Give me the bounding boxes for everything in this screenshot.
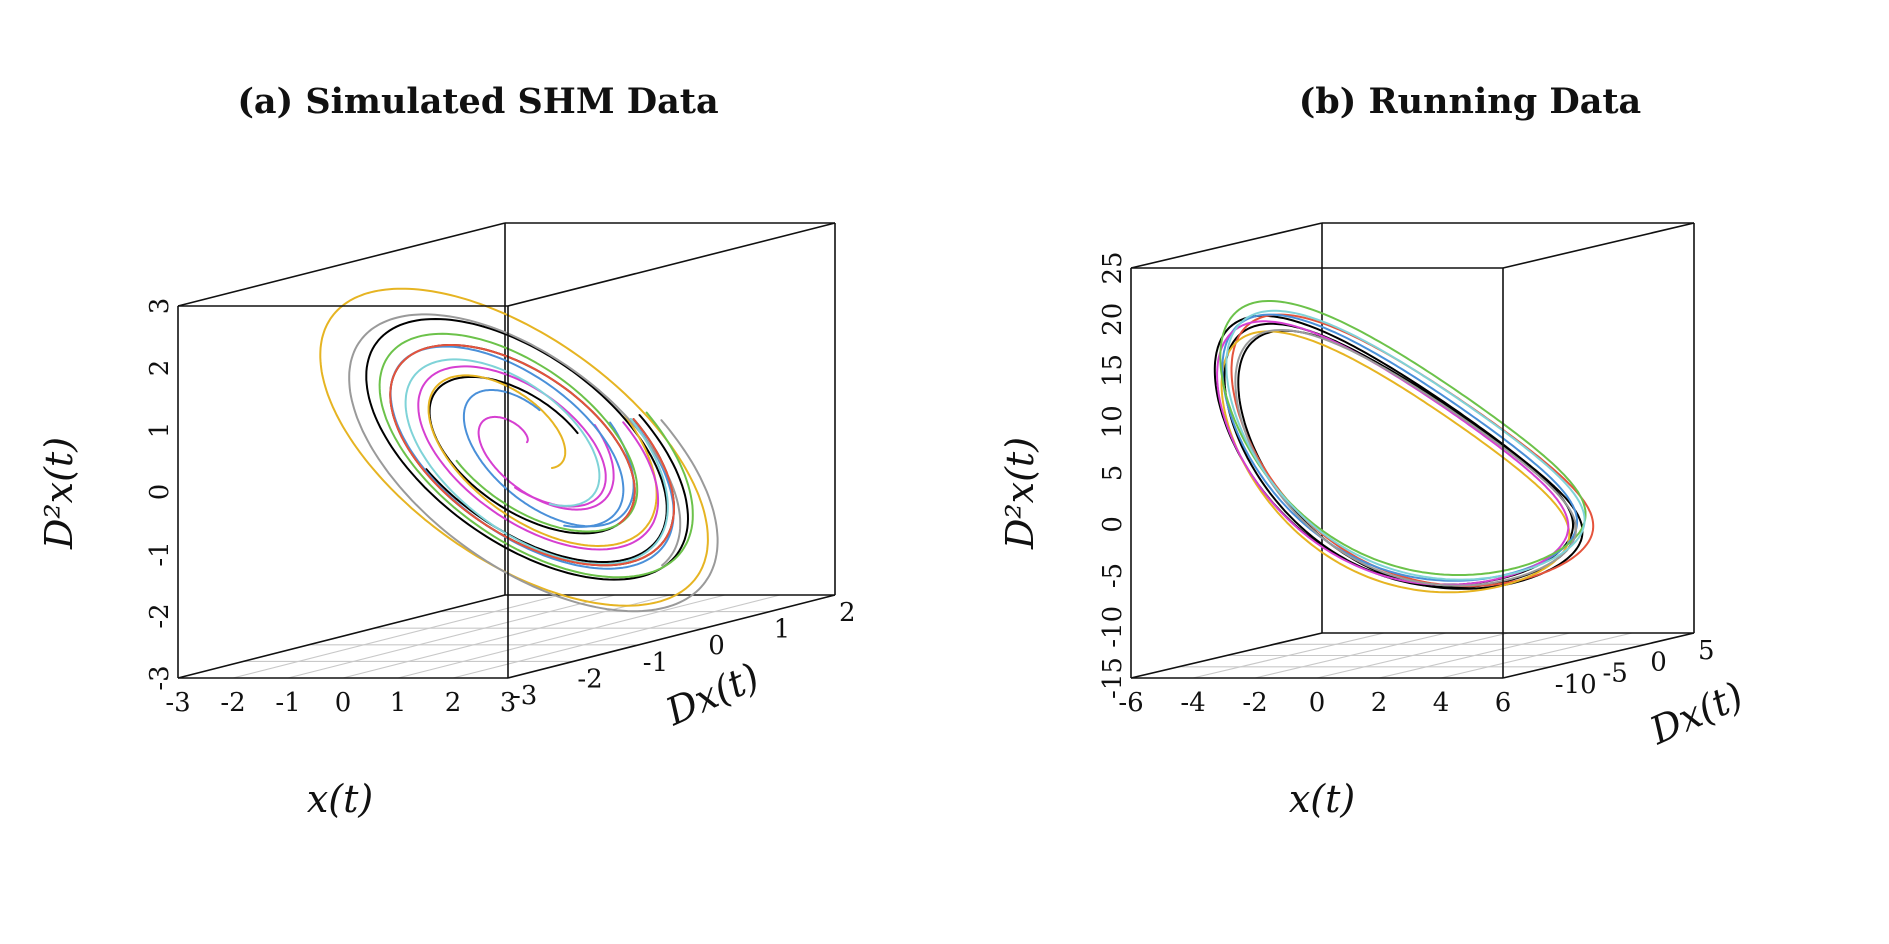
panel-a-trajectories	[320, 289, 717, 612]
panel-b-trajectories	[1215, 301, 1593, 592]
x-tick-label: 1	[390, 688, 407, 718]
z-tick-label: -1	[145, 541, 175, 566]
y-tick-label: 1	[774, 615, 791, 645]
panel-a-front-frame	[178, 223, 835, 678]
z-tick-label: 10	[1098, 405, 1128, 438]
panel-b-y-axis-label: Dx(t)	[1643, 673, 1750, 753]
y-tick-label: 5	[1698, 636, 1715, 666]
x-tick-label: 2	[1371, 688, 1388, 718]
y-tick-label: -1	[643, 648, 668, 678]
panel-a-back-frame	[178, 223, 835, 678]
y-tick-label: 0	[1650, 647, 1667, 677]
z-tick-label: -15	[1098, 657, 1128, 699]
frame-edge	[508, 223, 835, 306]
trajectory-line	[391, 347, 674, 569]
panel-a: (a) Simulated SHM Data -3 -2 -1 0 1 2 3 -3 -2 -1 0…	[37, 81, 856, 821]
z-tick-label: 0	[1098, 516, 1128, 533]
x-tick-label: -1	[275, 688, 300, 718]
z-tick-label: -3	[145, 665, 175, 690]
panel-a-z-axis-label: D²x(t)	[37, 437, 81, 550]
trajectory-line	[464, 390, 634, 526]
panel-a-title: (a) Simulated SHM Data	[237, 81, 718, 122]
z-tick-label: 25	[1098, 251, 1128, 284]
z-tick-label: 3	[145, 298, 175, 315]
x-tick-label: -2	[220, 688, 245, 718]
x-tick-label: -4	[1180, 688, 1205, 718]
x-tick-label: 0	[335, 688, 352, 718]
x-tick-label: -2	[1242, 688, 1267, 718]
trajectory-line	[1235, 330, 1576, 586]
panel-b-x-axis-label: x(t)	[1289, 777, 1355, 821]
panel-b-back-frame	[1131, 223, 1694, 678]
frame-edge	[1503, 223, 1694, 268]
panel-b-title: (b) Running Data	[1299, 81, 1641, 122]
panel-b: (b) Running Data -6 -4 -2 0 2 4 6-10 -5 0 5-15-10…	[998, 81, 1750, 821]
panel-b-z-axis-label: D²x(t)	[998, 437, 1042, 550]
z-tick-label: 2	[145, 360, 175, 377]
y-tick-label: 0	[708, 631, 725, 661]
x-tick-label: 0	[1309, 688, 1326, 718]
z-tick-label: -10	[1098, 606, 1128, 648]
x-tick-label: 6	[1495, 688, 1512, 718]
frame-edge	[1131, 223, 1322, 268]
x-tick-label: 4	[1433, 688, 1450, 718]
frame-edge	[178, 223, 505, 306]
panel-a-y-axis-label: Dx(t)	[659, 654, 766, 734]
y-tick-label: -5	[1603, 659, 1628, 689]
y-tick-label: -2	[577, 664, 602, 694]
panel-b-front-frame	[1131, 223, 1694, 678]
z-tick-label: 0	[145, 484, 175, 501]
y-tick-label: 2	[839, 598, 856, 628]
z-tick-label: -2	[145, 603, 175, 628]
z-tick-label: 1	[145, 422, 175, 439]
x-tick-label: -3	[165, 688, 190, 718]
floor-grid-line-x-2	[288, 595, 615, 678]
floor-grid-line-x-1	[233, 595, 560, 678]
trajectory-line	[1225, 324, 1576, 588]
panel-a-x-axis-label: x(t)	[307, 777, 373, 821]
z-tick-label: -5	[1098, 563, 1128, 588]
frame-edge	[178, 595, 505, 678]
z-tick-label: 5	[1098, 465, 1128, 482]
z-tick-label: 20	[1098, 303, 1128, 336]
trajectory-line	[1220, 301, 1585, 575]
z-tick-label: 15	[1098, 354, 1128, 387]
x-tick-label: 2	[445, 688, 462, 718]
floor-grid-line-x-4	[398, 595, 725, 678]
trajectory-line	[1232, 315, 1594, 586]
floor-grid-line-x-3	[343, 595, 670, 678]
y-tick-label: -10	[1555, 670, 1597, 700]
y-tick-label: -3	[512, 681, 537, 711]
